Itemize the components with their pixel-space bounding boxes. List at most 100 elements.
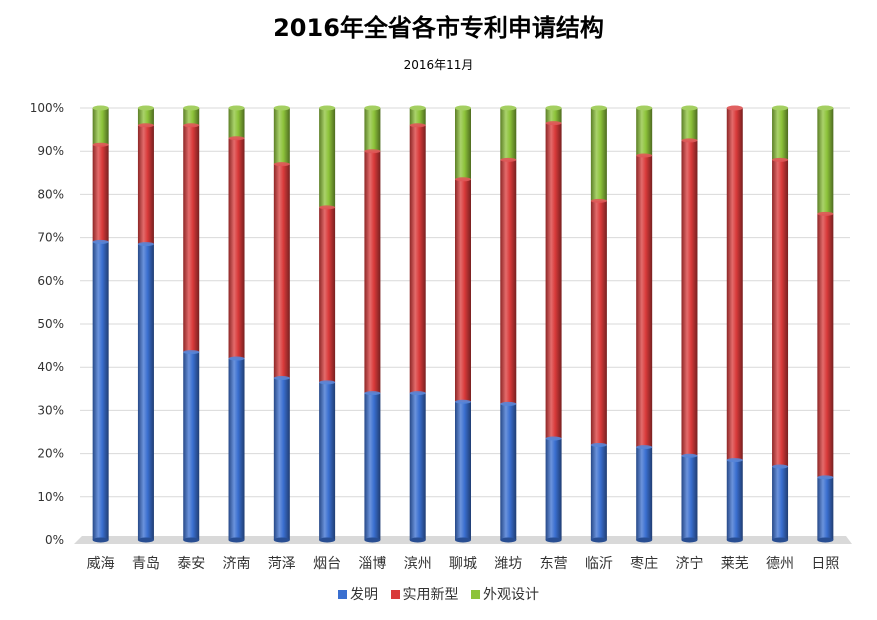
bar-top-cap <box>183 105 200 111</box>
bar-segment-invention <box>681 455 698 540</box>
bar-segment-cap <box>545 436 562 441</box>
bar-top-cap <box>319 105 336 111</box>
bar-segment-cap <box>409 391 426 396</box>
bar-segment-design <box>772 108 789 160</box>
bar-segment-invention <box>636 447 653 540</box>
y-tick-label: 20% <box>37 447 64 461</box>
bar-top-cap <box>273 105 290 111</box>
bar-top-cap <box>590 105 607 111</box>
bar-segment-utility <box>183 125 200 353</box>
y-tick-label: 40% <box>37 360 64 374</box>
bar-segment-design <box>319 108 336 208</box>
bar-bottom-cap <box>681 537 698 543</box>
bar-bottom-cap <box>409 537 426 543</box>
bar-bottom-cap <box>273 537 290 543</box>
legend-swatch <box>470 590 480 599</box>
bar-segment-utility <box>590 200 607 445</box>
y-axis-ticks: 0% 10% 20% 30% 40% 50% 60% 70% 80% 90% 100% <box>30 101 64 547</box>
bar-segment-invention <box>409 393 426 540</box>
bar-segment-invention <box>273 378 290 540</box>
bar-segment-cap <box>590 442 607 447</box>
bar-bottom-cap <box>228 537 245 543</box>
bar-segment-cap <box>183 350 200 355</box>
bar-bottom-cap <box>92 537 109 543</box>
bar-segment-design <box>228 108 245 139</box>
bar-segment-cap <box>273 162 290 167</box>
bar-segment-utility <box>364 151 381 394</box>
bar-segment-cap <box>726 458 743 463</box>
y-tick-label: 60% <box>37 274 64 288</box>
bar-segment-design <box>183 108 200 126</box>
bar-segment-utility <box>817 213 834 478</box>
x-tick-label: 青岛 <box>132 556 160 572</box>
bar-segment-cap <box>772 464 789 469</box>
bar-top-cap <box>681 105 698 111</box>
bar-top-cap <box>364 105 381 111</box>
bar-segment-design <box>273 108 290 165</box>
bar-bottom-cap <box>772 537 789 543</box>
y-tick-label: 10% <box>37 490 64 504</box>
y-tick-label: 100% <box>30 101 64 115</box>
bar-segment-cap <box>364 391 381 396</box>
bar-segment-utility <box>772 159 789 467</box>
legend-label: 实用新型 <box>402 587 459 603</box>
bar-top-cap <box>409 105 426 111</box>
bar-segment-cap <box>137 242 154 247</box>
x-axis-ticks: 威海 青岛 泰安 济南 菏泽 烟台 淄博 滨州 聊城 潍坊 东营 临沂 枣庄 济宁 莱芜 德州 日照 <box>87 555 840 572</box>
bar-segment-cap <box>319 205 336 210</box>
legend-swatch <box>338 590 348 599</box>
legend-label: 外观设计 <box>482 587 539 603</box>
bar-segment-utility <box>636 155 653 448</box>
bar-segment-cap <box>364 149 381 154</box>
bar-top-cap <box>455 105 471 111</box>
x-tick-label: 威海 <box>87 556 115 572</box>
bar-segment-cap <box>817 475 834 480</box>
bar-bottom-cap <box>545 537 562 543</box>
legend: 发明 实用新型 外观设计 <box>0 584 877 604</box>
bar-bottom-cap <box>137 537 154 543</box>
bar-segment-design <box>681 108 698 141</box>
legend-item-design: 外观设计 <box>470 584 539 604</box>
bar-segment-invention <box>92 241 109 541</box>
bar-bottom-cap <box>455 537 471 543</box>
bar-segment-invention <box>364 393 381 540</box>
bar-segment-cap <box>92 239 109 244</box>
bar-segment-design <box>636 108 653 156</box>
bar-segment-utility <box>545 123 562 439</box>
y-tick-label: 80% <box>37 187 64 201</box>
bar-segment-invention <box>817 477 834 540</box>
bar-segment-cap <box>455 399 471 404</box>
bar-segment-utility <box>319 207 336 383</box>
bar-segment-cap <box>545 121 562 126</box>
bar-segment-cap <box>137 123 154 128</box>
bar-segment-invention <box>500 403 517 540</box>
bar-segment-cap <box>772 157 789 162</box>
bar-top-cap <box>500 105 517 111</box>
x-tick-label: 东营 <box>540 556 568 572</box>
x-tick-label: 临沂 <box>585 556 613 572</box>
bar-top-cap <box>137 105 154 111</box>
bar-segment-utility <box>500 159 517 404</box>
x-tick-label: 淄博 <box>358 555 386 572</box>
bar-segment-cap <box>183 123 200 128</box>
bar-segment-cap <box>92 142 109 147</box>
bar-segment-invention <box>183 352 200 540</box>
bar-segment-design <box>92 108 109 145</box>
x-tick-label: 日照 <box>811 556 839 572</box>
bar-segment-utility <box>228 138 245 359</box>
x-tick-label: 菏泽 <box>268 556 296 572</box>
bar-bottom-cap <box>500 537 517 543</box>
bar-segment-design <box>364 108 381 152</box>
legend-swatch <box>390 590 400 599</box>
bar-segment-cap <box>590 198 607 203</box>
bar-top-cap <box>92 105 109 111</box>
bar-segment-invention <box>228 358 245 540</box>
bar-segment-utility <box>137 125 154 245</box>
x-tick-label: 潍坊 <box>494 556 522 572</box>
bar-bottom-cap <box>636 537 653 543</box>
x-tick-label: 济宁 <box>675 555 703 572</box>
bar-segment-cap <box>409 123 426 128</box>
legend-item-utility: 实用新型 <box>390 584 459 604</box>
